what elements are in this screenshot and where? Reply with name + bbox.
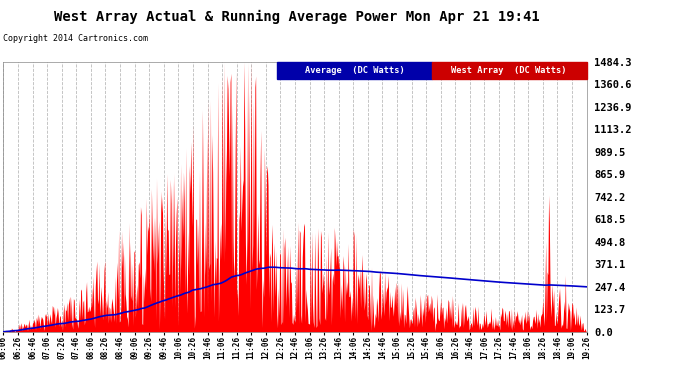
Text: Average  (DC Watts): Average (DC Watts) [305,66,404,75]
Bar [277,62,432,80]
Text: Copyright 2014 Cartronics.com: Copyright 2014 Cartronics.com [3,34,148,43]
Bar [432,62,586,80]
Text: West Array  (DC Watts): West Array (DC Watts) [451,66,567,75]
Text: West Array Actual & Running Average Power Mon Apr 21 19:41: West Array Actual & Running Average Powe… [54,9,540,24]
